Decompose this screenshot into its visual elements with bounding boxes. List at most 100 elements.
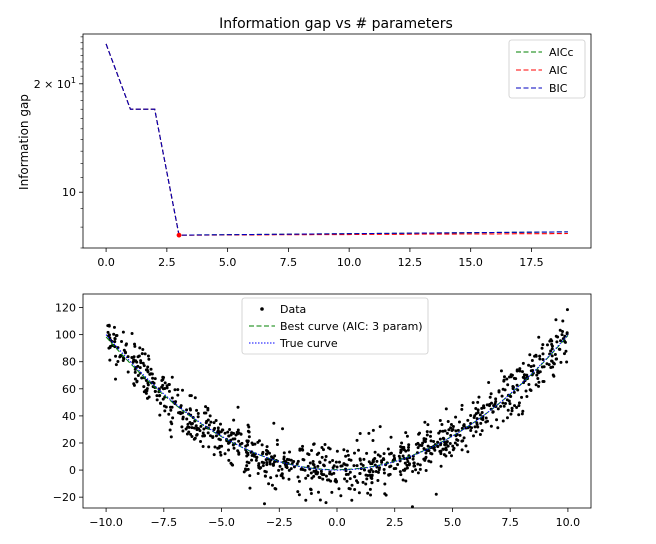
data-point xyxy=(444,407,448,411)
bottom-y-tick-label: 20 xyxy=(62,437,76,450)
data-point xyxy=(237,452,241,456)
data-point xyxy=(378,466,382,470)
data-point xyxy=(195,408,199,412)
data-point xyxy=(506,408,510,412)
data-point xyxy=(300,447,304,451)
data-point xyxy=(563,340,567,344)
data-point xyxy=(550,359,554,363)
data-point xyxy=(251,443,255,447)
data-point xyxy=(113,340,117,344)
data-point xyxy=(441,436,445,440)
data-point xyxy=(386,447,390,451)
data-point xyxy=(138,346,142,350)
data-point xyxy=(138,366,142,370)
data-point xyxy=(122,348,126,352)
data-point xyxy=(382,468,386,472)
data-point xyxy=(376,470,380,474)
data-point xyxy=(460,407,464,411)
data-point xyxy=(449,423,453,427)
data-point xyxy=(167,389,171,393)
data-point xyxy=(218,450,222,454)
data-point xyxy=(536,369,540,373)
data-point xyxy=(310,476,314,480)
data-point xyxy=(206,418,210,422)
data-point xyxy=(239,432,243,436)
data-point xyxy=(512,390,516,394)
data-point xyxy=(167,412,171,416)
data-point xyxy=(476,400,480,404)
data-point xyxy=(464,444,468,448)
data-point xyxy=(307,452,311,456)
data-point xyxy=(324,474,328,478)
data-point xyxy=(188,407,192,411)
data-point xyxy=(345,479,349,483)
data-point xyxy=(520,395,524,399)
top-chart-series-group xyxy=(105,43,568,238)
data-point xyxy=(457,420,461,424)
data-point xyxy=(248,474,252,478)
data-point xyxy=(221,428,225,432)
data-point xyxy=(126,355,130,359)
data-point xyxy=(538,357,542,361)
data-point xyxy=(454,415,458,419)
data-point xyxy=(358,471,362,475)
data-point xyxy=(384,493,388,497)
data-point xyxy=(501,401,505,405)
data-point xyxy=(327,478,331,482)
data-point xyxy=(437,431,441,435)
data-point xyxy=(389,435,393,439)
data-point xyxy=(505,416,509,420)
data-point xyxy=(120,340,124,344)
data-point xyxy=(161,397,165,401)
data-point xyxy=(556,335,560,339)
data-point xyxy=(538,354,542,358)
top-chart-x-ticks: 0.0 2.5 5.0 7.5 10.0 12.5 15.0 17.5 xyxy=(97,248,544,269)
data-point xyxy=(448,441,452,445)
data-point xyxy=(461,439,465,443)
data-point xyxy=(471,401,475,405)
data-point xyxy=(531,368,535,372)
data-point xyxy=(505,377,509,381)
data-point xyxy=(423,439,427,443)
data-point xyxy=(406,448,410,452)
data-point xyxy=(287,468,291,472)
data-point xyxy=(190,422,194,425)
data-point xyxy=(214,418,218,422)
data-point xyxy=(549,366,553,370)
data-point xyxy=(361,464,365,468)
data-point xyxy=(375,459,379,463)
data-point xyxy=(140,352,144,356)
data-point xyxy=(382,452,386,456)
data-point xyxy=(446,419,450,423)
bottom-x-tick-label: −7.5 xyxy=(150,516,177,529)
data-point xyxy=(155,394,159,398)
data-point xyxy=(561,330,564,334)
data-point xyxy=(403,461,407,465)
data-point xyxy=(478,413,482,417)
data-point xyxy=(320,455,324,459)
data-point xyxy=(487,381,491,385)
data-point xyxy=(516,388,520,392)
data-point xyxy=(334,460,338,464)
data-point xyxy=(364,482,368,486)
data-point xyxy=(107,324,111,328)
data-point xyxy=(499,369,503,373)
data-point xyxy=(170,396,174,400)
data-point xyxy=(302,458,306,462)
data-point xyxy=(216,426,220,430)
data-point xyxy=(447,428,451,432)
data-point xyxy=(501,419,505,423)
bottom-chart-curves xyxy=(105,334,569,471)
data-point xyxy=(142,385,146,389)
data-point xyxy=(361,480,365,484)
data-point xyxy=(494,399,498,403)
data-point xyxy=(451,448,455,452)
data-point xyxy=(144,391,148,395)
data-point xyxy=(250,454,254,458)
data-point xyxy=(411,470,415,474)
data-point xyxy=(405,434,409,438)
data-point xyxy=(425,430,429,434)
data-point xyxy=(297,479,301,483)
data-point xyxy=(170,422,174,426)
data-point xyxy=(564,349,568,353)
